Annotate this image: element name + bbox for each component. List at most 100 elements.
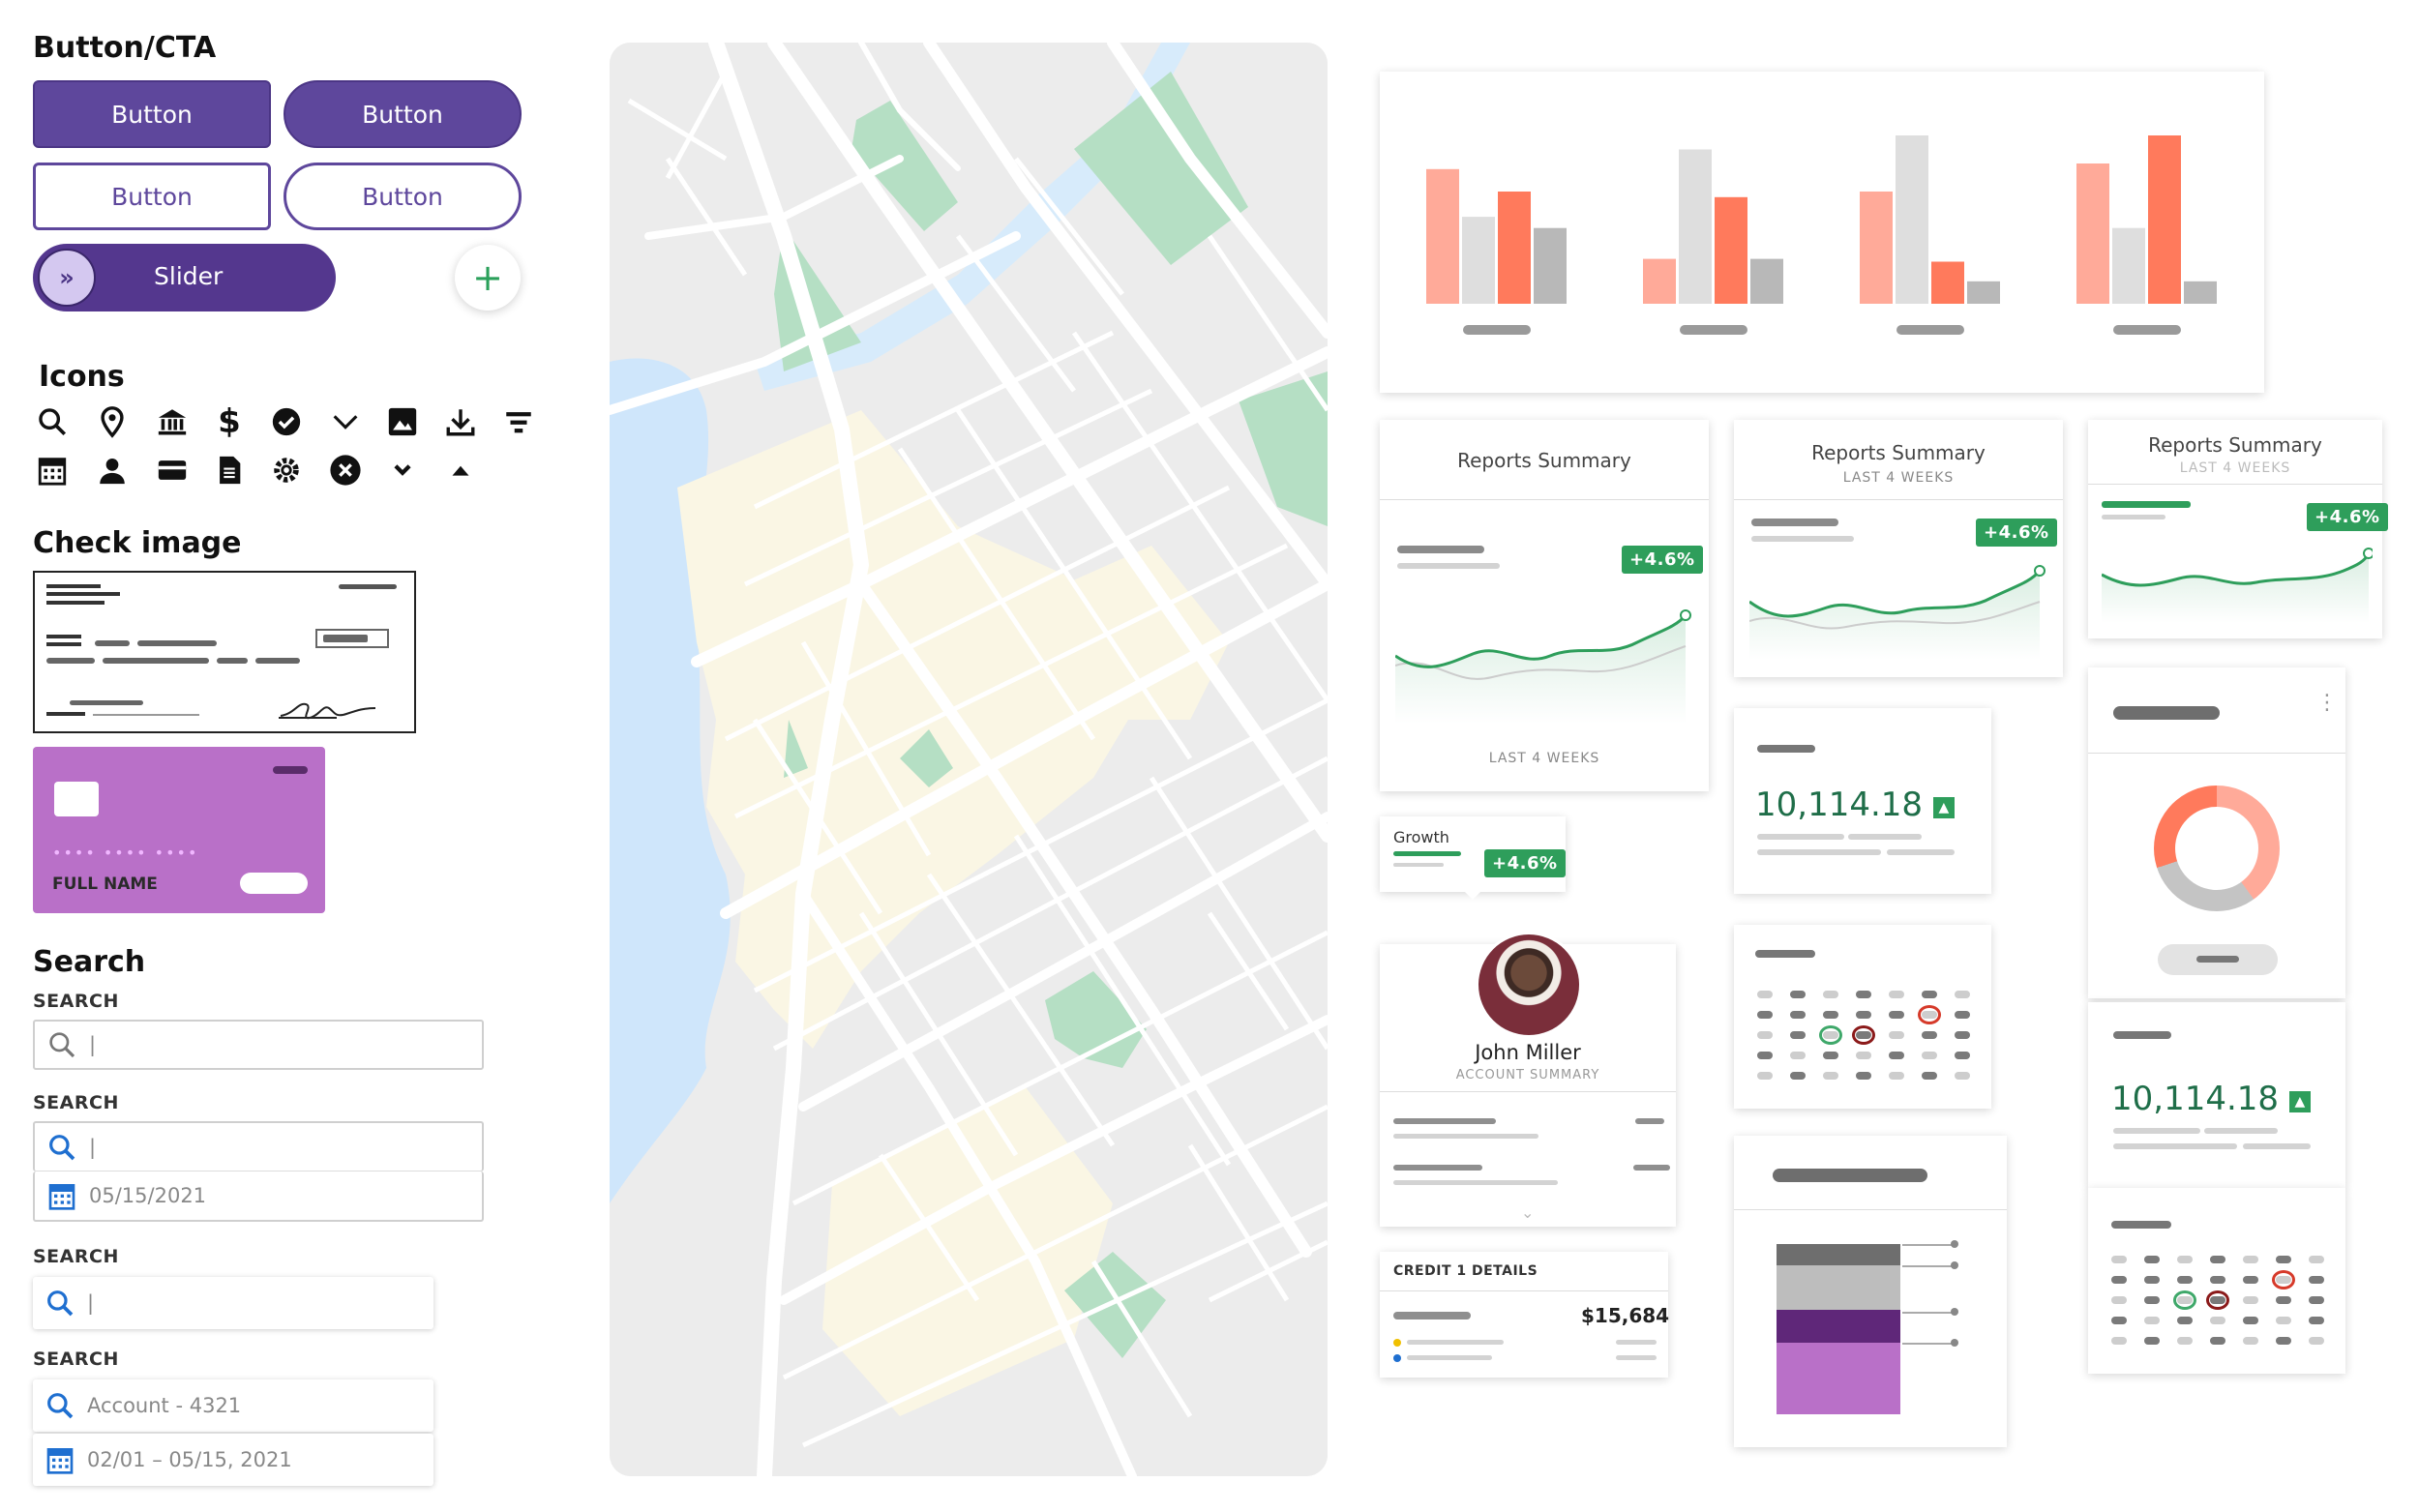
chart-bar xyxy=(1860,192,1893,304)
search-input[interactable]: | xyxy=(33,1020,484,1070)
calendar-day-dot xyxy=(2309,1317,2324,1324)
add-button[interactable]: + xyxy=(455,245,521,311)
search-input[interactable]: | xyxy=(33,1121,484,1171)
calendar-day-dot xyxy=(2144,1317,2160,1324)
donut-action-button[interactable] xyxy=(2158,944,2278,975)
check-circle-icon xyxy=(267,402,306,441)
calendar-day-dot xyxy=(1889,1072,1904,1080)
more-options-icon[interactable]: ⋮ xyxy=(2316,691,2338,715)
card-chip-icon xyxy=(54,782,99,816)
filter-icon xyxy=(499,402,538,441)
search-label: SEARCH xyxy=(33,1092,119,1113)
slider-knob-icon[interactable]: » xyxy=(38,249,96,307)
calendar-day-dot xyxy=(1889,1031,1904,1039)
account-summary-card[interactable]: John Miller ACCOUNT SUMMARY ⌄ xyxy=(1380,934,1676,1227)
calendar-day-dot xyxy=(2177,1337,2193,1345)
balance-card[interactable]: 10,114.18 ▲ xyxy=(1734,708,1991,894)
calendar-day-dot xyxy=(2177,1276,2193,1284)
calendar-day-dot xyxy=(2243,1256,2258,1263)
calendar-dots-card[interactable] xyxy=(1734,925,1991,1109)
reports-title: Reports Summary xyxy=(1811,441,1986,464)
outline-pill-button[interactable]: Button xyxy=(284,163,522,230)
calendar-day-dot xyxy=(1790,1011,1806,1019)
map-view[interactable] xyxy=(610,43,1328,1476)
calendar-selected-ring[interactable] xyxy=(1918,1005,1941,1024)
bar-chart xyxy=(1426,135,2217,335)
chart-bar xyxy=(1750,258,1783,304)
calendar-day-dot xyxy=(1856,991,1871,998)
outline-square-button[interactable]: Button xyxy=(33,163,271,230)
calendar-day-dot xyxy=(2177,1317,2193,1324)
calendar-day-dot xyxy=(1790,991,1806,998)
calendar-selected-ring[interactable] xyxy=(2206,1290,2229,1310)
calendar-day-dot xyxy=(2309,1337,2324,1345)
location-icon xyxy=(93,402,132,441)
section-title-buttons: Button/CTA xyxy=(33,31,217,65)
chart-bar xyxy=(1715,196,1747,304)
primary-pill-button[interactable]: Button xyxy=(284,80,522,148)
balance-value: 10,114.18 ▲ xyxy=(1755,786,1955,824)
date-field[interactable]: 05/15/2021 xyxy=(33,1171,484,1222)
dot-grid xyxy=(2111,1250,2334,1356)
dollar-icon: $ xyxy=(218,402,241,441)
reports-summary-card[interactable]: Reports Summary LAST 4 WEEKS +4.6% xyxy=(1734,420,2063,677)
chart-category-label xyxy=(2113,325,2181,335)
date-range-field[interactable]: 02/01 – 05/15, 2021 xyxy=(33,1434,433,1486)
calendar-day-dot xyxy=(1922,1031,1937,1039)
calendar-day-dot xyxy=(1790,1072,1806,1080)
calendar-dots-card[interactable] xyxy=(2088,1188,2345,1374)
calendar-icon xyxy=(48,1184,75,1210)
balance-card[interactable]: 10,114.18 ▲ xyxy=(2088,1002,2345,1188)
search-icon xyxy=(49,1032,75,1058)
account-field[interactable]: Account - 4321 xyxy=(33,1379,433,1432)
calendar-day-dot xyxy=(1955,1072,1970,1080)
growth-badge: +4.6% xyxy=(1622,546,1703,574)
calendar-day-dot xyxy=(2276,1337,2291,1345)
slider-label: Slider xyxy=(154,262,224,290)
reports-title: Reports Summary xyxy=(1457,449,1631,472)
calendar-day-dot xyxy=(2111,1317,2127,1324)
calendar-selected-ring[interactable] xyxy=(2272,1270,2295,1290)
calendar-day-dot xyxy=(2111,1296,2127,1304)
calendar-day-dot xyxy=(2276,1256,2291,1263)
map-streets xyxy=(610,43,1328,1476)
calendar-selected-ring[interactable] xyxy=(1852,1025,1875,1045)
up-arrow-icon: ▲ xyxy=(1932,797,1955,818)
calendar-day-dot xyxy=(2210,1276,2225,1284)
avatar xyxy=(1478,934,1579,1035)
slider-button[interactable]: » Slider xyxy=(33,244,336,311)
chart-bar xyxy=(2076,163,2109,304)
chart-category-label xyxy=(1896,325,1964,335)
primary-square-button[interactable]: Button xyxy=(33,80,271,148)
chart-bar xyxy=(2184,281,2217,304)
search-cursor: | xyxy=(89,1135,97,1159)
search-input[interactable]: | xyxy=(33,1277,433,1329)
gear-icon xyxy=(267,451,306,489)
calendar-day-dot xyxy=(2144,1296,2160,1304)
search-icon xyxy=(49,1134,75,1160)
reports-summary-card[interactable]: Reports Summary +4.6% LAST 4 WEEKS xyxy=(1380,420,1709,791)
balance-amount: 10,114.18 xyxy=(1755,786,1924,824)
growth-badge: +4.6% xyxy=(1484,849,1566,877)
calendar-day-dot xyxy=(1823,1011,1838,1019)
calendar-day-dot xyxy=(2276,1317,2291,1324)
donut-card[interactable]: ⋮ xyxy=(2088,667,2345,998)
line-chart xyxy=(1395,609,1691,724)
calendar-icon xyxy=(46,1448,74,1474)
expand-chevron-icon[interactable]: ⌄ xyxy=(1521,1203,1535,1222)
growth-badge: +4.6% xyxy=(1976,519,2057,547)
reports-title: Reports Summary xyxy=(2148,433,2322,457)
calendar-day-dot xyxy=(1889,991,1904,998)
calendar-selected-ring[interactable] xyxy=(2173,1290,2196,1310)
chart-bar xyxy=(2148,135,2181,304)
calendar-day-dot xyxy=(2144,1337,2160,1345)
credit-card-image: •••• •••• •••• FULL NAME xyxy=(33,747,325,913)
caret-up-icon xyxy=(441,451,480,489)
calendar-day-dot xyxy=(2111,1276,2127,1284)
credit-details-card[interactable]: CREDIT 1 DETAILS $15,684 xyxy=(1380,1252,1669,1378)
calendar-day-dot xyxy=(1823,1052,1838,1059)
calendar-selected-ring[interactable] xyxy=(1819,1025,1842,1045)
growth-badge: +4.6% xyxy=(2307,503,2388,531)
calendar-day-dot xyxy=(1757,1011,1773,1019)
reports-summary-card[interactable]: Reports Summary LAST 4 WEEKS +4.6% xyxy=(2088,420,2388,638)
